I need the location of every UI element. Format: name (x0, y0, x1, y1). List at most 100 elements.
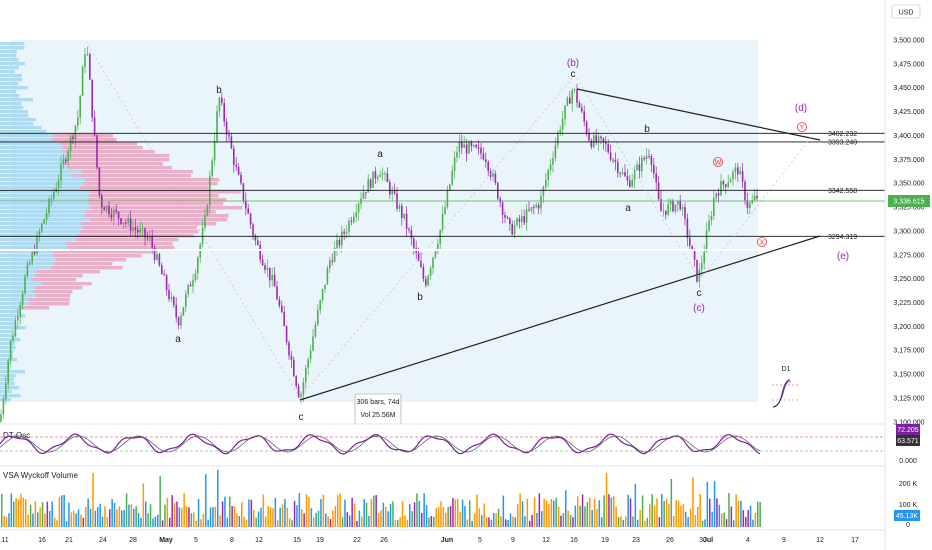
candle-body (732, 171, 734, 180)
candle-body (312, 336, 314, 351)
candle-body (612, 159, 614, 161)
profile-bar-up (0, 218, 91, 222)
currency-label: USD (899, 10, 914, 17)
volume-bar (627, 494, 629, 527)
volume-bar (305, 494, 308, 527)
volume-bar (529, 520, 531, 527)
candle-body (278, 299, 281, 306)
volume-bar (133, 508, 135, 527)
volume-bar (301, 509, 303, 527)
profile-bar-up (0, 350, 14, 354)
profile-bar-down (75, 238, 179, 242)
volume-bar (82, 517, 85, 527)
candle-body (33, 252, 36, 254)
candle-body (211, 160, 213, 176)
candle-body (317, 310, 319, 325)
volume-bar (605, 472, 608, 527)
candle-body (569, 97, 571, 104)
candle-body (221, 97, 223, 103)
volume-bar (169, 517, 171, 527)
volume-bar (711, 511, 713, 527)
price-tick-label: 3,275.000 (893, 252, 924, 259)
volume-bar (574, 505, 577, 527)
volume-bar (581, 494, 584, 527)
candle-body (242, 183, 245, 201)
profile-bar-up (0, 86, 28, 90)
candle-body (149, 236, 151, 238)
candle-body (662, 210, 665, 212)
candle-body (237, 166, 240, 175)
candle-body (2, 399, 5, 415)
candle-body (81, 67, 84, 96)
level-label: 3294.319 (828, 234, 857, 241)
profile-bar-up (0, 334, 17, 338)
volume-bar (709, 498, 711, 527)
candle-body (521, 216, 523, 222)
volume-bar (241, 502, 243, 527)
volume-bar (267, 505, 269, 527)
profile-bar-down (62, 146, 143, 150)
time-axis[interactable]: 11 16 21 24 28 May 5 8 12 15 19 22 26 Jun 5 9 12 16 19 23 26… (1, 537, 859, 544)
candle-body (297, 386, 300, 397)
price-tick-label: 3,150.000 (893, 372, 924, 379)
candle-body (660, 199, 662, 212)
price-tick-label: 3,375.000 (893, 157, 924, 164)
volume-bar (49, 510, 51, 527)
profile-bar-up (0, 142, 61, 146)
volume-bar (437, 507, 440, 527)
candle-body (681, 207, 684, 210)
candle-body (605, 142, 607, 144)
volume-bar (77, 509, 80, 527)
candle-body (185, 294, 187, 308)
time-tick-label: 28 (129, 537, 137, 544)
candle-body (705, 230, 708, 252)
volume-bar (236, 513, 238, 527)
candle-body (103, 207, 105, 211)
price-axis[interactable]: 3,500.000 3,475.000 3,450.000 3,425.000 3,40… (893, 38, 924, 427)
profile-bar-down (19, 306, 50, 310)
profile-bar-up (0, 54, 17, 58)
volume-bar (339, 493, 341, 527)
volume-bar (737, 501, 740, 527)
triangle-lower-line[interactable] (299, 235, 821, 401)
profile-bar-up (0, 270, 37, 274)
candle-body (621, 172, 624, 174)
volume-bar (519, 493, 521, 527)
volume-bar (440, 501, 442, 527)
volume-bar (718, 504, 721, 527)
volume-bar (449, 506, 452, 527)
profile-bar-up (0, 122, 34, 126)
candle-body (729, 179, 732, 183)
candle-body (177, 317, 180, 326)
profile-bar-up (0, 82, 19, 86)
candle-body (302, 382, 305, 395)
profile-bar-up (0, 214, 85, 218)
last-price-value: 3,336.615 (893, 199, 924, 206)
candle-body (379, 174, 381, 177)
volume-bar (253, 509, 255, 527)
volume-bar (89, 508, 92, 527)
candle-body (487, 161, 489, 171)
candle-body (290, 355, 293, 360)
volume-bar (188, 507, 190, 527)
candle-body (425, 278, 427, 286)
currency-button[interactable] (891, 4, 921, 19)
candle-body (650, 156, 653, 165)
volume-bar (663, 500, 665, 527)
volume-bar (279, 507, 281, 527)
volume-bar (689, 508, 692, 527)
candle-body (146, 237, 149, 239)
triangle-upper-line[interactable] (576, 88, 821, 141)
volume-bar (538, 493, 541, 527)
profile-bar-down (65, 158, 170, 162)
volume-bar (742, 510, 745, 527)
volume-bar (243, 516, 245, 527)
volume-bar (356, 520, 358, 527)
profile-bar-up (0, 394, 21, 398)
candle-body (9, 340, 12, 361)
candle-body (509, 217, 511, 224)
volume-bar (197, 498, 200, 527)
volume-bar (332, 510, 334, 527)
profile-bar-up (0, 234, 78, 238)
